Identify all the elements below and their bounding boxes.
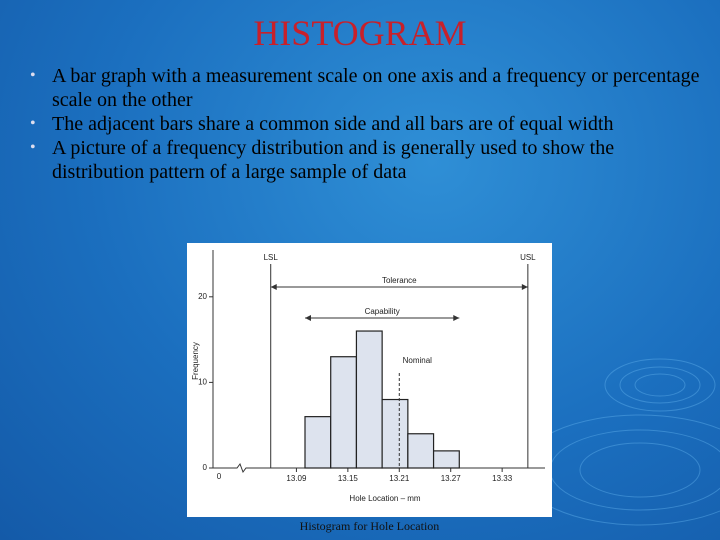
x-tick-label: 13.33 <box>492 474 513 483</box>
y-tick-label: 10 <box>198 378 207 387</box>
caption: Histogram for Hole Location <box>299 519 440 533</box>
arrow-head <box>270 284 277 290</box>
x-origin-label: 0 <box>217 472 222 481</box>
reference-label: USL <box>520 253 536 262</box>
bullet: A bar graph with a measurement scale on … <box>30 64 702 112</box>
y-tick-label: 20 <box>198 292 207 301</box>
bullet-list: A bar graph with a measurement scale on … <box>28 64 702 184</box>
range-label: Capability <box>365 307 400 316</box>
y-tick-label: 0 <box>203 463 208 472</box>
chart: 00 10 20 13.09 13.15 13.21 13.27 13.33 Frequency… <box>187 243 552 517</box>
arrow-head <box>453 315 460 321</box>
bar <box>381 398 409 469</box>
bar <box>304 416 332 469</box>
bar <box>407 433 435 469</box>
x-tick-label: 13.09 <box>286 474 307 483</box>
x-axis <box>213 462 545 474</box>
bullet: A picture of a frequency distribution an… <box>30 136 702 184</box>
reference-label: Nominal <box>403 356 433 365</box>
slide-title: HISTOGRAM <box>253 13 467 53</box>
range-label-bg <box>358 307 407 316</box>
y-axis-label: Frequency <box>191 342 200 380</box>
arrow-head <box>305 315 311 321</box>
x-tick-label: 13.15 <box>338 474 359 483</box>
range-label-bg <box>375 276 424 285</box>
bar <box>355 330 383 469</box>
bar <box>330 356 358 469</box>
reference-label: LSL <box>264 253 279 262</box>
bar <box>432 450 460 469</box>
x-axis-label: Hole Location – mm <box>349 494 420 503</box>
x-tick-label: 13.27 <box>441 474 462 483</box>
x-tick-label: 13.21 <box>389 474 410 483</box>
range-label: Tolerance <box>382 276 417 285</box>
arrow-head <box>521 284 528 290</box>
bullet: The adjacent bars share a common side an… <box>30 112 702 136</box>
